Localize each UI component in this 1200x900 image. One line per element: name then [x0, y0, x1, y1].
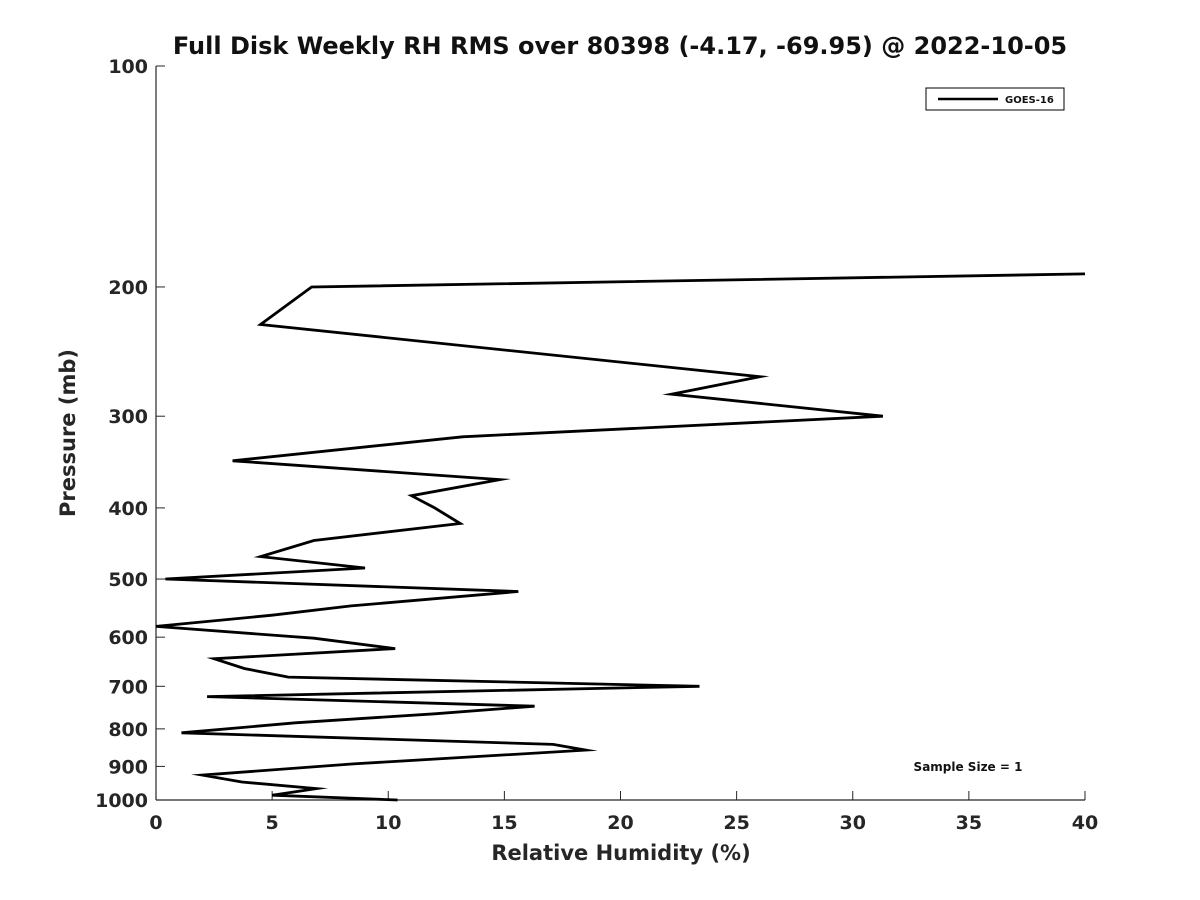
chart-title: Full Disk Weekly RH RMS over 80398 (-4.1… [173, 32, 1067, 60]
x-tick-label: 15 [491, 812, 517, 834]
x-tick-label: 35 [956, 812, 982, 834]
axes [155, 66, 1085, 801]
y-tick-label: 1000 [95, 790, 148, 812]
x-tick-label: 10 [375, 812, 401, 834]
x-tick-label: 40 [1072, 812, 1098, 834]
x-axis-label: Relative Humidity (%) [491, 841, 750, 865]
y-tick-label: 800 [108, 719, 148, 741]
y-axis-label: Pressure (mb) [56, 349, 80, 517]
y-tick-label: 700 [108, 676, 148, 698]
x-tick-label: 25 [723, 812, 749, 834]
y-tick-label: 400 [108, 498, 148, 520]
legend: GOES-16 [925, 87, 1065, 111]
x-tick-label: 20 [607, 812, 633, 834]
series-line-goes-16 [155, 272, 1086, 802]
y-tick-label: 200 [108, 277, 148, 299]
x-tick-label: 5 [266, 812, 279, 834]
y-tick-label: 900 [108, 756, 148, 778]
x-axis-ticks: 0 5 10 15 20 25 30 35 40 [149, 791, 1098, 834]
y-tick-label: 300 [108, 406, 148, 428]
y-axis-ticks: 100 200 300 400 500 600 700 800 900 1000 [95, 56, 165, 812]
x-tick-label: 30 [840, 812, 866, 834]
series-layer [155, 272, 1086, 802]
y-tick-label: 100 [108, 56, 148, 78]
sample-size-annotation: Sample Size = 1 [914, 760, 1023, 774]
y-tick-label: 500 [108, 569, 148, 591]
x-tick-label: 0 [149, 812, 162, 834]
y-tick-label: 600 [108, 627, 148, 649]
legend-label-goes-16: GOES-16 [1005, 95, 1054, 106]
